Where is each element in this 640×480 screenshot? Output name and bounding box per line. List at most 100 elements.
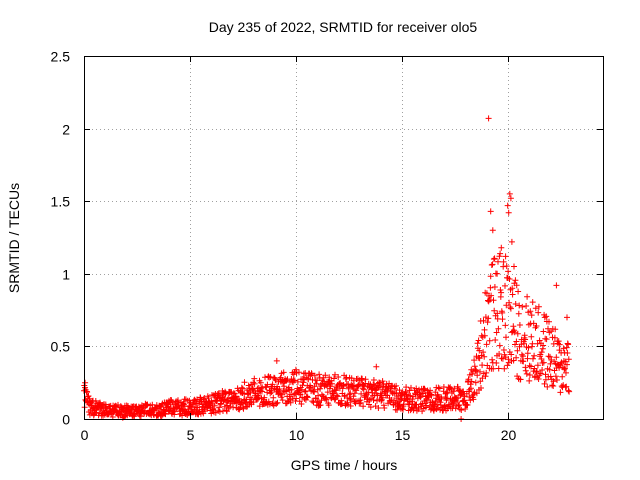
data-point	[308, 371, 315, 377]
data-point	[504, 202, 511, 209]
data-point	[489, 356, 496, 363]
data-point	[490, 365, 497, 372]
data-point	[495, 365, 502, 372]
data-point	[540, 342, 547, 349]
data-point	[357, 399, 364, 406]
data-point	[474, 340, 481, 347]
data-point	[415, 404, 422, 411]
data-point	[485, 298, 492, 305]
y-tick-label: 1.5	[51, 194, 71, 210]
data-point	[281, 388, 288, 395]
data-point	[471, 357, 478, 364]
data-point	[194, 404, 201, 411]
data-point	[298, 401, 305, 407]
data-point	[250, 399, 257, 406]
data-point	[162, 411, 169, 418]
data-point	[458, 407, 465, 413]
data-point	[84, 389, 91, 396]
data-point	[455, 402, 462, 409]
y-tick-label: 0	[62, 412, 70, 428]
data-point	[508, 238, 515, 245]
data-point	[300, 379, 307, 386]
data-point	[283, 377, 290, 384]
data-point	[335, 381, 342, 388]
data-point	[316, 371, 323, 378]
data-point	[565, 341, 572, 348]
x-tick-label: 20	[501, 427, 517, 443]
data-point	[279, 391, 285, 398]
data-point	[460, 388, 467, 395]
data-point	[442, 402, 448, 409]
data-point	[334, 393, 341, 400]
data-point	[536, 337, 543, 344]
data-point	[250, 379, 257, 386]
data-point	[324, 389, 331, 396]
y-tick-label: 0.5	[51, 339, 71, 355]
data-point	[491, 255, 498, 262]
data-point	[379, 394, 386, 401]
data-point	[529, 299, 536, 306]
data-point	[508, 351, 515, 358]
data-point	[299, 382, 306, 389]
data-point	[335, 374, 342, 380]
data-point	[503, 263, 510, 270]
data-point	[505, 268, 512, 275]
data-point	[393, 389, 400, 396]
data-point	[511, 263, 517, 270]
y-axis-label: SRMTID / TECUs	[6, 183, 22, 293]
data-point	[362, 376, 369, 383]
data-point	[509, 291, 516, 298]
data-point	[545, 353, 552, 360]
data-point	[498, 289, 505, 296]
data-point	[540, 328, 547, 335]
data-point	[524, 350, 531, 357]
data-point	[492, 337, 499, 343]
data-point	[478, 352, 485, 359]
data-point	[239, 400, 246, 407]
data-point	[477, 368, 483, 375]
data-point	[553, 354, 560, 361]
data-point	[479, 362, 486, 369]
data-point	[428, 392, 435, 399]
data-point	[396, 402, 403, 408]
data-point	[517, 376, 524, 383]
data-point	[251, 375, 258, 382]
data-point	[554, 377, 560, 383]
data-point	[535, 303, 542, 310]
data-point	[512, 277, 519, 284]
data-point	[520, 358, 527, 365]
data-point	[563, 344, 570, 351]
y-tick-label: 1	[62, 267, 70, 283]
data-point	[293, 395, 300, 402]
data-point	[506, 190, 513, 197]
data-point	[379, 378, 386, 385]
data-point	[483, 369, 490, 376]
data-point	[421, 386, 428, 393]
data-point	[331, 396, 338, 403]
x-tick-label: 5	[187, 427, 195, 443]
data-point	[315, 392, 322, 399]
data-point	[497, 287, 504, 293]
data-point	[530, 320, 537, 327]
data-point	[527, 308, 534, 315]
data-point	[214, 391, 221, 397]
data-point	[514, 330, 521, 337]
data-point	[476, 347, 483, 354]
data-points	[81, 115, 573, 422]
data-point	[392, 385, 398, 392]
data-point	[560, 345, 567, 352]
data-point	[360, 403, 367, 410]
data-point	[274, 399, 281, 406]
data-point	[533, 369, 540, 376]
data-point	[342, 375, 349, 382]
data-point	[547, 373, 554, 380]
data-point	[533, 368, 540, 375]
data-point	[258, 385, 265, 392]
data-point	[216, 404, 223, 411]
data-point	[502, 322, 509, 329]
data-point	[524, 355, 531, 362]
data-point	[331, 375, 337, 382]
data-point	[485, 315, 492, 322]
data-point	[535, 376, 542, 382]
data-point	[315, 398, 322, 405]
